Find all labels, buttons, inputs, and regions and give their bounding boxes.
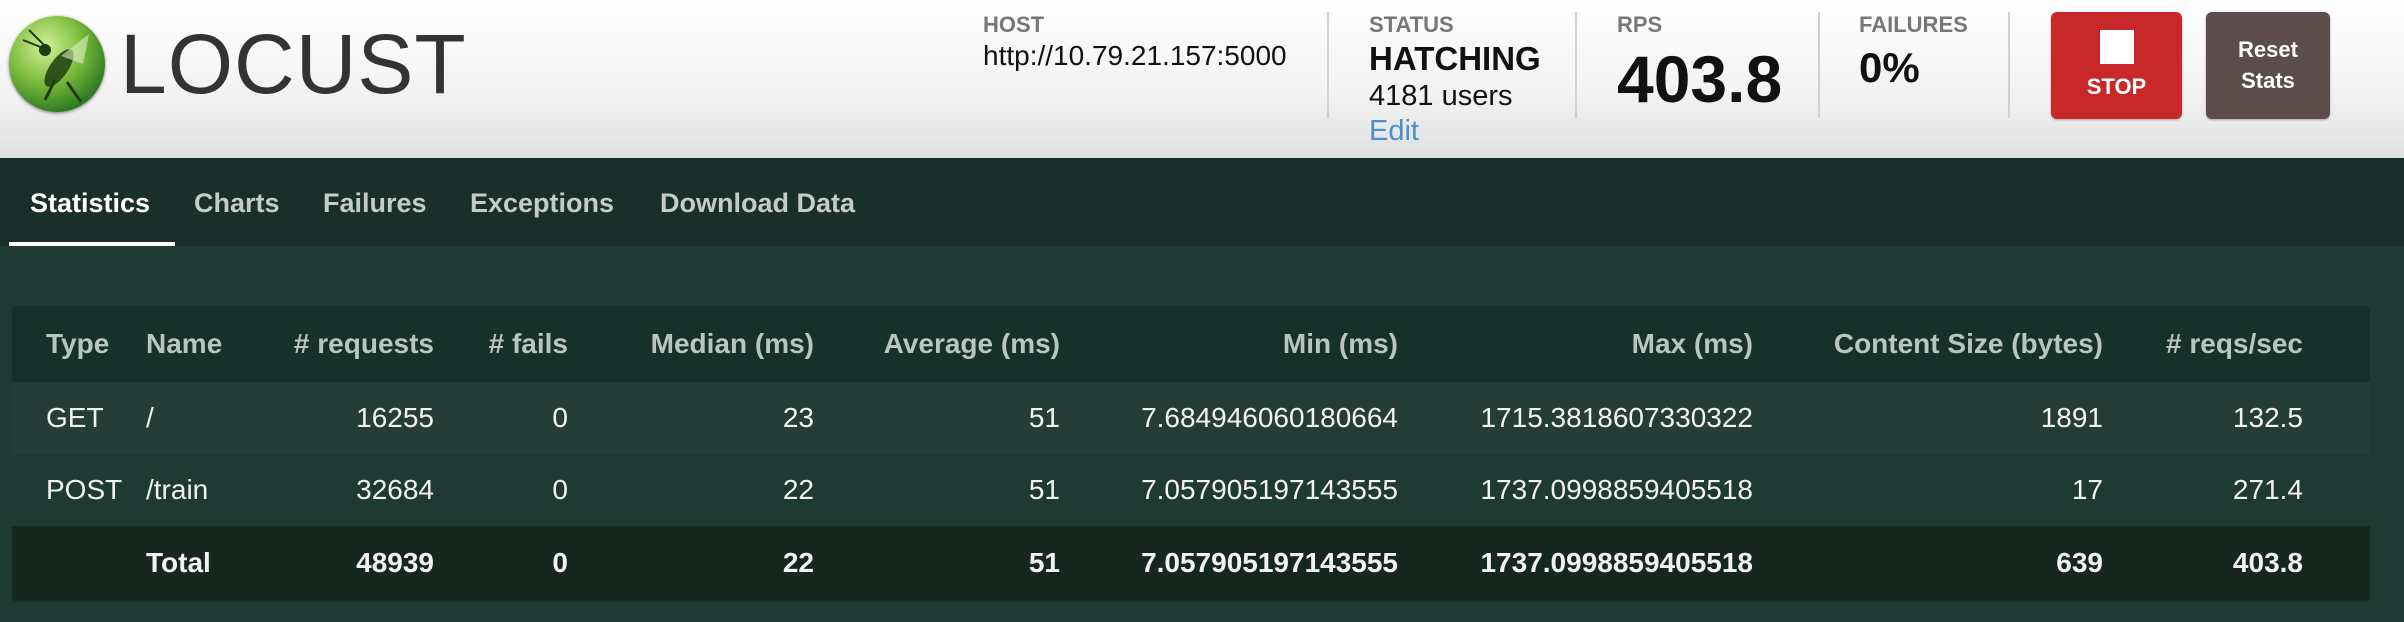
reset-label-line1: Reset [2238, 37, 2298, 62]
statistics-table: Type Name # requests # fails Median (ms)… [12, 306, 2370, 600]
column-header[interactable]: Min (ms) [1282, 328, 1398, 359]
table-cell: 48939 [280, 526, 434, 600]
rps-stat: RPS 403.8 [1617, 12, 1782, 112]
table-cell: 51 [814, 454, 1060, 526]
table-cell: 16255 [280, 382, 434, 454]
divider [2008, 12, 2010, 118]
locust-logo-icon [9, 16, 105, 112]
table-cell: 1891 [1753, 382, 2103, 454]
table-cell: 271.4 [2103, 454, 2303, 526]
table-cell: 51 [814, 526, 1060, 600]
reset-label-line2: Stats [2241, 68, 2295, 93]
table-cell: 0 [434, 526, 568, 600]
status-stat: STATUS HATCHING 4181 users Edit [1369, 12, 1541, 148]
divider [1818, 12, 1820, 118]
table-cell: 23 [568, 382, 814, 454]
table-row: GET / 16255 0 23 51 7.684946060180664 17… [12, 382, 2370, 454]
table-cell: Total [146, 526, 280, 600]
failures-value: 0% [1859, 44, 1920, 91]
column-header[interactable]: Content Size (bytes) [1833, 328, 2103, 359]
table-cell: GET [46, 382, 146, 454]
stop-button[interactable]: STOP [2051, 12, 2182, 119]
column-header[interactable]: # fails [488, 328, 568, 359]
table-row: POST /train 32684 0 22 51 7.057905197143… [12, 454, 2370, 526]
table-cell: 22 [568, 526, 814, 600]
brand-name: LOCUST [120, 17, 467, 111]
column-header[interactable]: # requests [293, 328, 434, 359]
column-header[interactable]: Median (ms) [650, 328, 814, 359]
host-stat: HOST http://10.79.21.157:5000 [983, 12, 1287, 72]
divider [1575, 12, 1577, 118]
column-header[interactable]: # reqs/sec [2166, 328, 2303, 359]
table-cell: / [146, 382, 280, 454]
table-cell: 1737.0998859405518 [1398, 526, 1753, 600]
tab-charts[interactable]: Charts [194, 188, 280, 218]
failures-stat: FAILURES 0% [1859, 12, 1968, 92]
stop-label: STOP [2086, 74, 2147, 99]
failures-label: FAILURES [1859, 12, 1968, 37]
tab-statistics[interactable]: Statistics [30, 188, 151, 218]
table-cell: 639 [1753, 526, 2103, 600]
header: LOCUST HOST http://10.79.21.157:5000 STA… [0, 0, 2404, 158]
table-cell: 22 [568, 454, 814, 526]
table-cell: 0 [434, 382, 568, 454]
column-header[interactable]: Name [146, 328, 223, 359]
table-cell [46, 526, 146, 600]
table-total-row: Total 48939 0 22 51 7.057905197143555 17… [12, 526, 2370, 600]
edit-link[interactable]: Edit [1369, 115, 1419, 147]
host-label: HOST [983, 12, 1045, 37]
rps-value: 403.8 [1617, 42, 1783, 116]
table-cell: 132.5 [2103, 382, 2303, 454]
statistics-table-container: Type Name # requests # fails Median (ms)… [12, 306, 2370, 602]
rps-label: RPS [1617, 12, 1663, 37]
reset-stats-button[interactable]: Reset Stats [2206, 12, 2330, 119]
table-cell: 0 [434, 454, 568, 526]
table-cell: 7.057905197143555 [1060, 454, 1398, 526]
user-count: 4181 users [1369, 80, 1513, 112]
stop-square-icon [2099, 30, 2134, 64]
table-cell: 7.684946060180664 [1060, 382, 1398, 454]
table-cell: 32684 [280, 454, 434, 526]
column-header[interactable]: Type [46, 328, 110, 359]
active-tab-indicator [9, 242, 175, 246]
column-header[interactable]: Average (ms) [883, 328, 1060, 359]
status-label: STATUS [1369, 12, 1454, 37]
table-cell: 403.8 [2103, 526, 2303, 600]
table-cell: 7.057905197143555 [1060, 526, 1398, 600]
table-cell: /train [146, 454, 280, 526]
table-cell: 1715.3818607330322 [1398, 382, 1753, 454]
status-value: HATCHING [1369, 40, 1541, 77]
divider [1327, 12, 1329, 118]
table-cell: 51 [814, 382, 1060, 454]
table-cell: 1737.0998859405518 [1398, 454, 1753, 526]
column-header[interactable]: Max (ms) [1631, 328, 1753, 359]
host-value: http://10.79.21.157:5000 [983, 40, 1287, 71]
tab-failures[interactable]: Failures [323, 188, 427, 218]
table-cell: POST [46, 454, 146, 526]
tab-bar: Statistics Charts Failures Exceptions Do… [0, 158, 2404, 246]
table-cell: 17 [1753, 454, 2103, 526]
tab-download-data[interactable]: Download Data [660, 188, 856, 218]
table-header-row: Type Name # requests # fails Median (ms)… [12, 306, 2370, 382]
tab-exceptions[interactable]: Exceptions [470, 188, 615, 218]
